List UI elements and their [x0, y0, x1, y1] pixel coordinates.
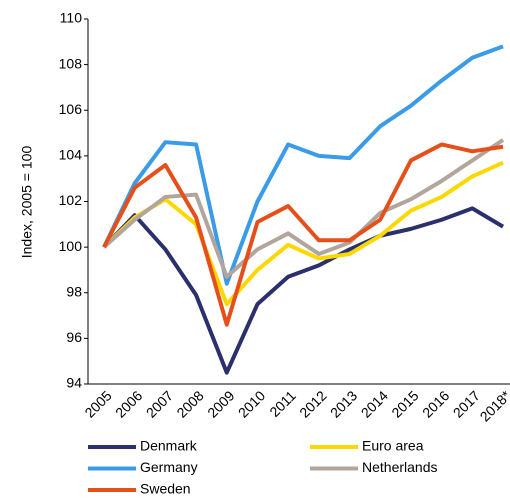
x-tick-label: 2014	[358, 387, 391, 420]
x-tick-label: 2013	[327, 387, 360, 420]
x-tick-label: 2018*	[477, 387, 510, 425]
x-tick-label: 2005	[81, 387, 114, 420]
y-tick-label: 96	[66, 329, 82, 345]
x-tick-label: 2006	[112, 387, 145, 420]
y-tick-label: 98	[66, 283, 82, 299]
line-series	[102, 138, 505, 279]
y-tick-label: 104	[59, 147, 83, 163]
x-tick-label: 2009	[204, 387, 237, 420]
line-series	[102, 44, 504, 286]
x-tick-label: 2010	[235, 387, 268, 420]
x-tick-label: 2016	[419, 387, 452, 420]
legend-label: Denmark	[140, 438, 198, 454]
line-series	[102, 160, 504, 307]
y-axis-label: Index, 2005 = 100	[19, 146, 35, 259]
y-tick-label: 110	[60, 10, 83, 26]
y-tick-label: 94	[66, 375, 82, 391]
x-tick-label: 2015	[388, 387, 421, 420]
legend-label: Euro area	[362, 438, 424, 454]
x-tick-label: 2011	[266, 387, 299, 420]
legend-label: Sweden	[140, 481, 191, 497]
legend-label: Germany	[140, 459, 198, 475]
y-tick-label: 100	[59, 238, 83, 254]
line-series	[102, 142, 504, 327]
x-tick-label: 2008	[173, 387, 206, 420]
legend-label: Netherlands	[362, 459, 438, 475]
x-tick-label: 2012	[296, 387, 329, 420]
y-tick-label: 106	[59, 101, 83, 117]
line-series	[102, 206, 505, 375]
y-tick-label: 108	[59, 55, 83, 71]
y-tick-label: 102	[59, 192, 83, 208]
x-tick-label: 2007	[143, 387, 176, 420]
